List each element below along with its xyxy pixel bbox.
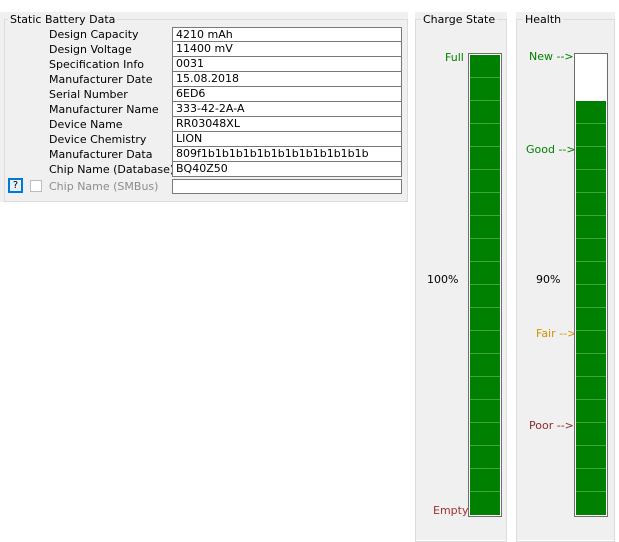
chip-name-database-label: Chip Name (Database) (49, 163, 175, 176)
chip-name-database-value[interactable]: BQ40Z50 (172, 162, 402, 177)
health-fill (576, 101, 606, 515)
charge-state-bar (470, 55, 500, 515)
charge-state-segment-divider (470, 422, 500, 423)
charge-state-segment-divider (470, 376, 500, 377)
charge-state-segment-divider (470, 100, 500, 101)
charge-state-segment-divider (470, 491, 500, 492)
health-segment-divider (576, 399, 606, 400)
health-segment-divider (576, 238, 606, 239)
health-segment-divider (576, 468, 606, 469)
design-capacity-value[interactable]: 4210 mAh (172, 27, 402, 42)
health-segment-divider (576, 192, 606, 193)
charge-full-label: Full (445, 51, 464, 64)
charge-state-segment-divider (470, 146, 500, 147)
manufacturer-data-value[interactable]: 809f1b1b1b1b1b1b1b1b1b1b1b1b (172, 147, 402, 162)
static-battery-data-title: Static Battery Data (8, 13, 118, 26)
charge-state-segment-divider (470, 238, 500, 239)
charge-state-segment-divider (470, 330, 500, 331)
chip-name-smbus-label: Chip Name (SMBus) (49, 180, 159, 193)
charge-state-segment-divider (470, 284, 500, 285)
charge-percent-label: 100% (427, 273, 459, 286)
serial-number-label: Serial Number (49, 88, 128, 101)
health-segment-divider (576, 353, 606, 354)
health-segment-divider (576, 146, 606, 147)
charge-state-segment-divider (470, 468, 500, 469)
chip-name-smbus-value[interactable] (172, 179, 402, 194)
charge-state-segment-divider (470, 445, 500, 446)
health-new-label: New --> (529, 50, 574, 63)
device-chemistry-label: Device Chemistry (49, 133, 147, 146)
health-gauge (574, 53, 608, 517)
health-good-label: Good --> (526, 143, 576, 156)
charge-state-gauge (468, 53, 502, 517)
health-segment-divider (576, 376, 606, 377)
health-bar (576, 101, 606, 515)
battery-data-table: Design Capacity 4210 mAh Design Voltage … (0, 27, 408, 197)
design-voltage-value[interactable]: 11400 mV (172, 42, 402, 57)
static-battery-data-frame (4, 19, 408, 202)
manufacturer-date-value[interactable]: 15.08.2018 (172, 72, 402, 87)
health-segment-divider (576, 445, 606, 446)
help-button[interactable]: ? (8, 178, 23, 193)
health-segment-divider (576, 261, 606, 262)
manufacturer-name-label: Manufacturer Name (49, 103, 159, 116)
charge-state-segment-divider (470, 215, 500, 216)
charge-state-segment-divider (470, 123, 500, 124)
health-fair-label: Fair --> (536, 327, 577, 340)
health-segment-divider (576, 123, 606, 124)
manufacturer-data-label: Manufacturer Data (49, 148, 153, 161)
charge-state-segment-divider (470, 353, 500, 354)
health-segment-divider (576, 422, 606, 423)
health-segment-divider (576, 169, 606, 170)
design-capacity-label: Design Capacity (49, 28, 139, 41)
manufacturer-date-label: Manufacturer Date (49, 73, 153, 86)
device-chemistry-value[interactable]: LION (172, 132, 402, 147)
health-poor-label: Poor --> (529, 419, 574, 432)
serial-number-value[interactable]: 6ED6 (172, 87, 402, 102)
health-segment-divider (576, 215, 606, 216)
chip-smbus-checkbox[interactable] (30, 180, 42, 192)
health-segment-divider (576, 307, 606, 308)
health-percent-label: 90% (536, 273, 561, 286)
device-name-label: Device Name (49, 118, 123, 131)
specification-info-value[interactable]: 0031 (172, 57, 402, 72)
health-segment-divider (576, 491, 606, 492)
charge-state-segment-divider (470, 399, 500, 400)
design-voltage-label: Design Voltage (49, 43, 132, 56)
charge-state-segment-divider (470, 307, 500, 308)
charge-state-title: Charge State (421, 13, 498, 26)
health-segment-divider (576, 284, 606, 285)
health-title: Health (523, 13, 564, 26)
specification-info-label: Specification Info (49, 58, 144, 71)
device-name-value[interactable]: RR03048XL (172, 117, 402, 132)
charge-state-segment-divider (470, 192, 500, 193)
charge-state-segment-divider (470, 169, 500, 170)
manufacturer-name-value[interactable]: 333-42-2A-A (172, 102, 402, 117)
charge-state-segment-divider (470, 77, 500, 78)
charge-state-segment-divider (470, 261, 500, 262)
charge-state-fill (470, 55, 500, 515)
health-segment-divider (576, 330, 606, 331)
charge-empty-label: Empty (433, 504, 469, 517)
